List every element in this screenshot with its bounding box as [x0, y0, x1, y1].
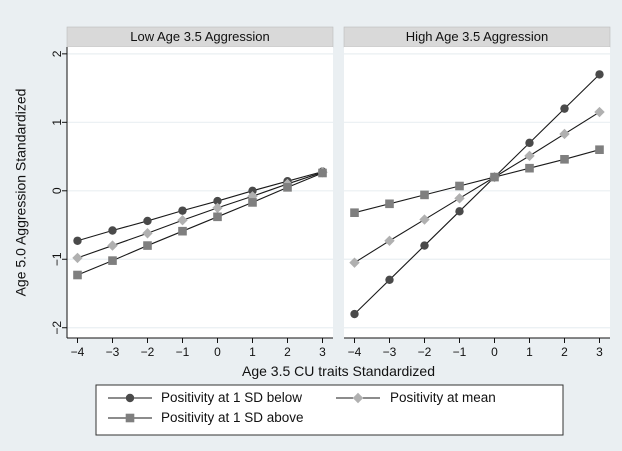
data-point-square — [490, 172, 499, 182]
data-point-square — [143, 241, 152, 250]
data-point-diamond — [177, 215, 188, 226]
y-tick-label: 0 — [50, 187, 64, 194]
data-point-diamond — [559, 128, 570, 140]
data-point-circle — [213, 196, 222, 206]
data-point-square — [213, 212, 222, 222]
data-point-circle — [385, 275, 394, 284]
legend-marker-circle — [125, 393, 135, 403]
y-axis-title: Age 5.0 Aggression Standardized — [13, 89, 29, 297]
x-axis-title: Age 3.5 CU traits Standardized — [242, 363, 435, 379]
x-tick-label: −1 — [176, 345, 190, 359]
data-point-circle — [178, 206, 187, 215]
x-tick-label: 0 — [491, 345, 498, 359]
data-point-diamond — [107, 240, 118, 251]
data-point-square — [178, 226, 187, 236]
x-tick-label: 2 — [284, 345, 291, 359]
x-tick-label: −1 — [453, 345, 467, 359]
data-point-square — [283, 183, 292, 192]
data-point-square — [420, 190, 429, 200]
series-line — [77, 171, 323, 242]
data-point-circle — [248, 186, 257, 195]
data-point-circle — [143, 216, 152, 226]
data-point-circle — [455, 207, 464, 216]
data-point-circle — [595, 70, 604, 79]
series-line — [354, 73, 600, 315]
data-point-diamond — [384, 235, 395, 246]
x-tick-label: 1 — [249, 345, 256, 359]
data-point-diamond — [594, 106, 605, 118]
data-point-circle — [420, 241, 429, 250]
x-tick-label: −4 — [348, 345, 362, 359]
data-point-square — [455, 181, 464, 191]
x-tick-label: 3 — [596, 345, 603, 359]
data-point-diamond — [212, 202, 223, 214]
x-tick-label: 0 — [214, 345, 221, 359]
data-point-circle — [350, 309, 359, 319]
y-tick-label: 2 — [50, 50, 64, 57]
series-line — [354, 149, 600, 214]
data-point-square — [318, 168, 327, 178]
legend-marker-diamond — [352, 392, 364, 404]
y-tick-label: −2 — [50, 321, 64, 335]
x-tick-label: −2 — [141, 345, 155, 359]
data-point-circle — [525, 138, 534, 148]
data-point-diamond — [142, 228, 153, 239]
data-point-square — [560, 154, 569, 164]
legend-box — [95, 384, 564, 436]
series-line — [354, 111, 600, 264]
data-point-circle — [560, 104, 569, 113]
x-tick-label: 1 — [526, 345, 533, 359]
series-line — [77, 171, 323, 259]
panel-title: High Age 3.5 Aggression — [406, 29, 548, 44]
data-point-square — [248, 198, 257, 207]
plot-area — [67, 47, 333, 338]
data-point-square — [73, 270, 82, 280]
data-point-square — [350, 208, 359, 217]
x-tick-label: −2 — [418, 345, 432, 359]
data-point-diamond — [524, 150, 535, 162]
x-tick-label: −3 — [383, 345, 397, 359]
data-point-circle — [73, 236, 82, 245]
legend-marker-square — [125, 413, 135, 423]
x-tick-label: −4 — [71, 345, 85, 359]
data-point-diamond — [72, 252, 83, 264]
plot-area — [344, 47, 610, 338]
data-point-diamond — [419, 214, 430, 225]
x-tick-label: 3 — [319, 345, 326, 359]
legend-label: Positivity at 1 SD below — [161, 390, 302, 405]
data-point-square — [595, 145, 604, 155]
y-tick-label: 1 — [50, 119, 64, 126]
series-line — [77, 172, 323, 276]
data-point-diamond — [454, 193, 465, 204]
x-tick-label: −3 — [106, 345, 120, 359]
data-point-circle — [108, 226, 117, 235]
y-tick-label: −1 — [50, 252, 64, 266]
legend-label: Positivity at mean — [390, 390, 496, 405]
data-point-diamond — [349, 257, 360, 268]
data-point-square — [525, 163, 534, 173]
data-point-square — [385, 199, 394, 209]
panel-title: Low Age 3.5 Aggression — [130, 29, 270, 44]
data-point-square — [108, 256, 117, 265]
x-tick-label: 2 — [561, 345, 568, 359]
legend-label: Positivity at 1 SD above — [161, 410, 304, 425]
